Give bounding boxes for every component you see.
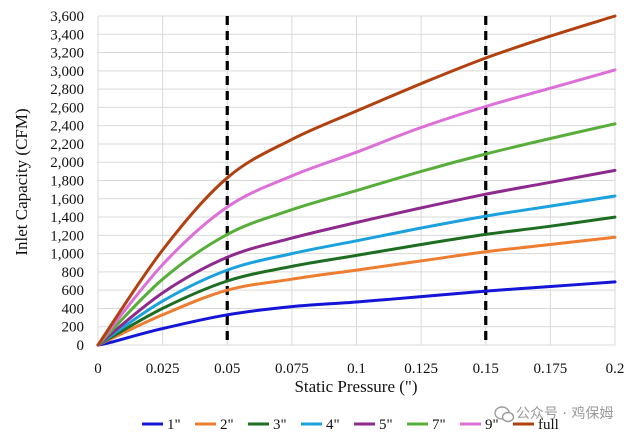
x-tick-label: 0.1 bbox=[347, 361, 366, 377]
legend-label: full bbox=[538, 417, 559, 433]
wechat-icon bbox=[494, 406, 515, 423]
legend-label: 2" bbox=[220, 417, 234, 433]
series-line-7 bbox=[96, 14, 617, 347]
x-axis-ticks: 0 0.025 0.05 0.075 0.1 0.125 0.15 0.175 0.2 bbox=[94, 361, 624, 377]
y-axis-title: Inlet Capacity (CFM) bbox=[12, 108, 31, 255]
legend-label: 3" bbox=[273, 417, 287, 433]
y-tick-label: 1,600 bbox=[50, 192, 84, 208]
legend-label: 1" bbox=[167, 417, 181, 433]
y-tick-label: 1,200 bbox=[50, 228, 84, 244]
series-line-3 bbox=[96, 194, 617, 347]
x-axis-title: Static Pressure (") bbox=[294, 377, 417, 396]
legend-label: 5" bbox=[379, 417, 393, 433]
y-tick-label: 800 bbox=[62, 265, 85, 281]
legend: 1" 2" 3" 4" 5" 7" 9" full bbox=[142, 417, 559, 433]
y-tick-label: 3,400 bbox=[50, 27, 84, 43]
series-line-5 bbox=[96, 122, 617, 347]
legend-label: 7" bbox=[432, 417, 446, 433]
x-tick-label: 0.075 bbox=[275, 361, 309, 377]
y-tick-label: 200 bbox=[62, 320, 85, 336]
y-tick-label: 3,000 bbox=[50, 64, 84, 80]
x-tick-label: 0.125 bbox=[404, 361, 438, 377]
y-tick-label: 3,600 bbox=[50, 9, 84, 25]
y-tick-label: 2,800 bbox=[50, 82, 84, 98]
x-tick-label: 0.15 bbox=[473, 361, 499, 377]
y-tick-label: 400 bbox=[62, 301, 85, 317]
watermark-text: 公众号 · 鸡保姆 bbox=[516, 405, 613, 422]
legend-label: 4" bbox=[326, 417, 340, 433]
series-line-4 bbox=[96, 168, 617, 347]
y-tick-label: 1,400 bbox=[50, 210, 84, 226]
y-tick-label: 3,200 bbox=[50, 46, 84, 62]
series-line-0 bbox=[96, 280, 617, 347]
y-tick-label: 0 bbox=[77, 338, 85, 354]
y-tick-label: 600 bbox=[62, 283, 85, 299]
series-lines bbox=[96, 14, 617, 347]
x-tick-label: 0.2 bbox=[606, 361, 625, 377]
y-tick-label: 2,600 bbox=[50, 100, 84, 116]
grid-lines bbox=[97, 15, 616, 346]
x-tick-label: 0.025 bbox=[146, 361, 180, 377]
x-tick-label: 0.175 bbox=[534, 361, 568, 377]
x-tick-label: 0 bbox=[94, 361, 102, 377]
y-axis-ticks: 0 200 400 600 800 1,000 1,200 1,400 1,600 1,800 2,… bbox=[50, 9, 84, 354]
legend-label: 9" bbox=[485, 417, 499, 433]
watermark: 公众号 · 鸡保姆 bbox=[494, 405, 613, 423]
y-tick-label: 1,800 bbox=[50, 174, 84, 190]
y-tick-label: 1,000 bbox=[50, 247, 84, 263]
y-tick-label: 2,200 bbox=[50, 137, 84, 153]
series-line-6 bbox=[96, 68, 617, 347]
x-tick-label: 0.05 bbox=[214, 361, 240, 377]
series-line-2 bbox=[96, 215, 617, 347]
y-tick-label: 2,000 bbox=[50, 155, 84, 171]
series-line-1 bbox=[96, 235, 617, 347]
y-tick-label: 2,400 bbox=[50, 119, 84, 135]
